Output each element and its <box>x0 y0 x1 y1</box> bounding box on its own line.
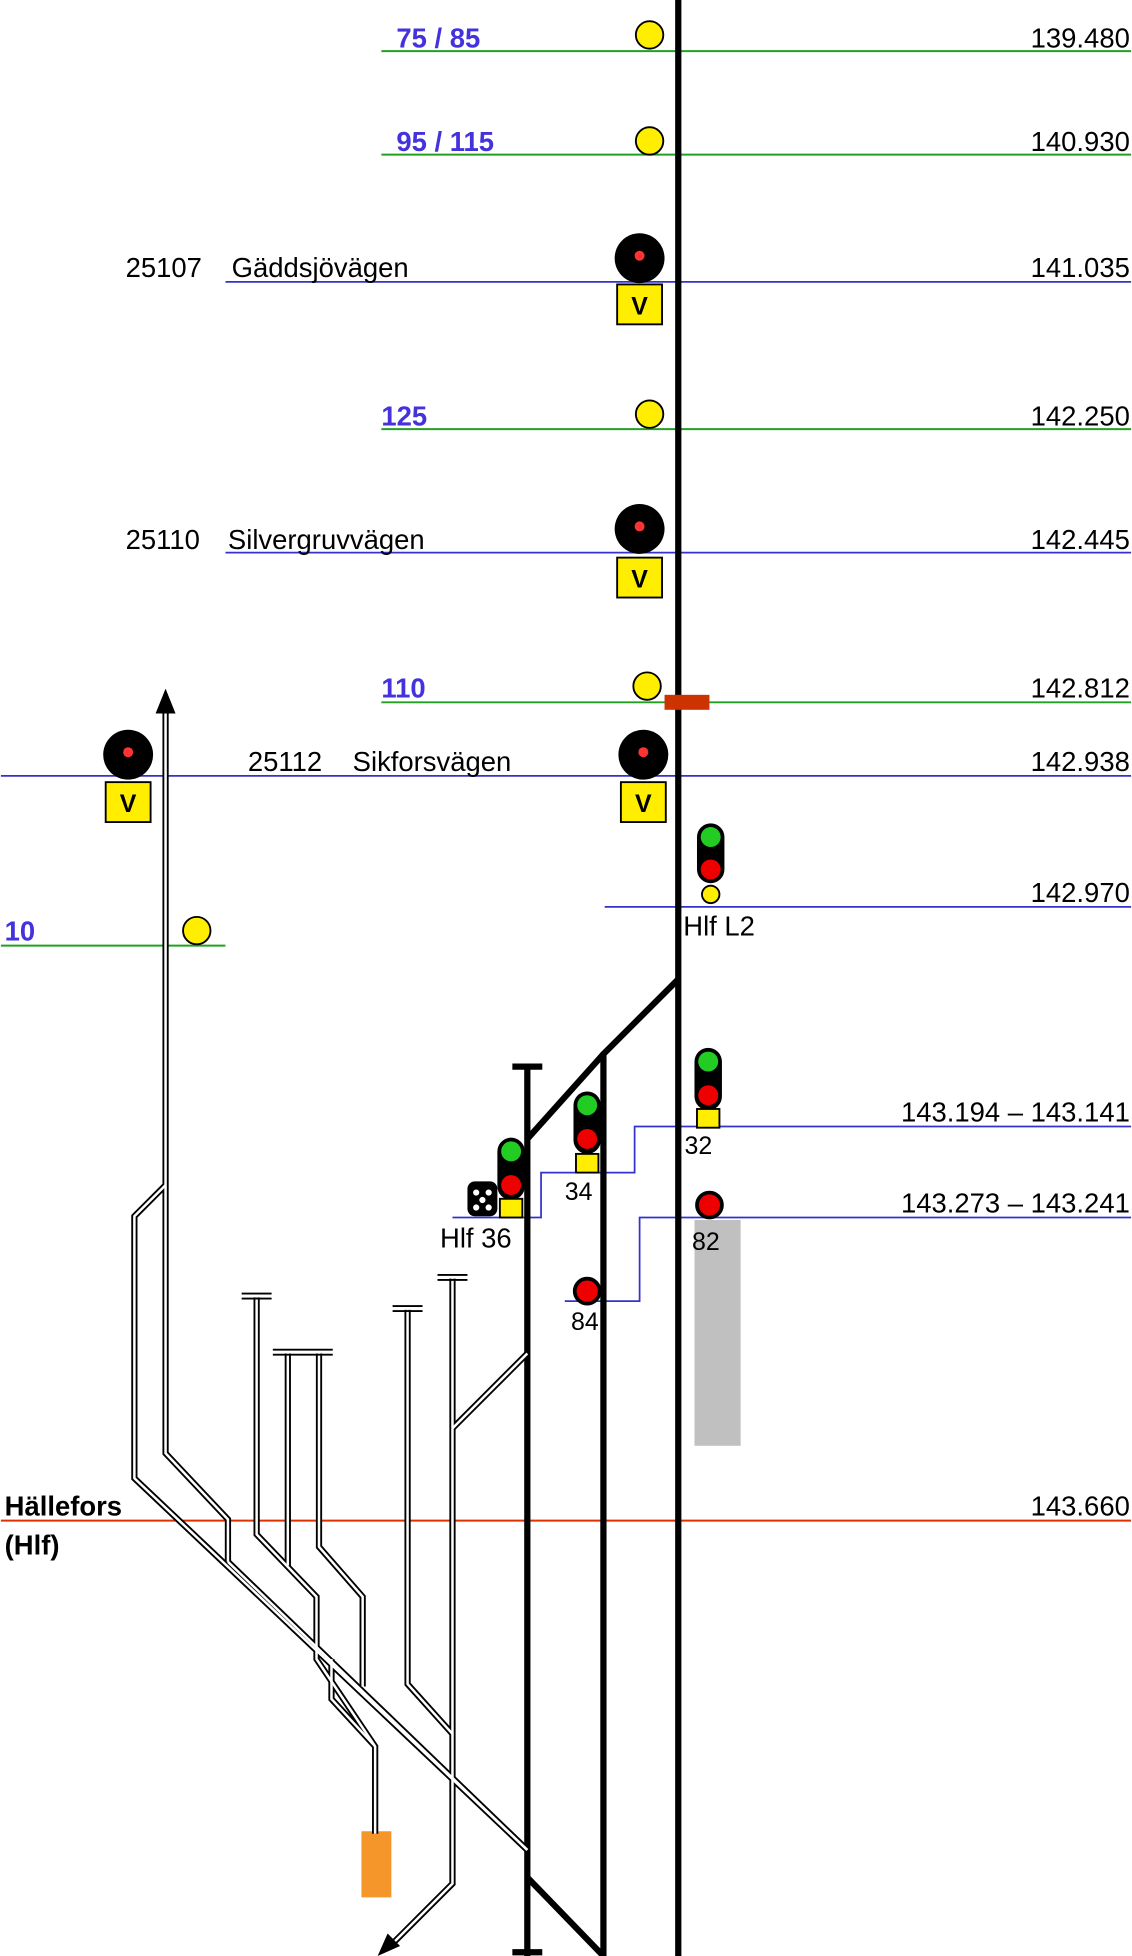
km-label: 142.445 <box>1031 524 1130 555</box>
speed-label: 110 <box>381 672 425 703</box>
crossing-number: 25107 <box>126 252 202 283</box>
speed-label: 125 <box>381 400 427 431</box>
crossing-sign-labels: V V V V <box>120 292 652 818</box>
signal-name: 84 <box>571 1308 599 1336</box>
station-name: Hällefors <box>5 1491 122 1522</box>
signals <box>467 823 725 1306</box>
speed-label: 10 <box>5 916 36 947</box>
speed-boards <box>182 20 665 946</box>
speed-label: 95 / 115 <box>396 126 494 157</box>
crossing-number: 25110 <box>126 524 200 555</box>
signal-name: 82 <box>692 1228 720 1256</box>
crossing-signs <box>103 233 669 824</box>
side-tracks <box>134 688 527 1956</box>
crossing-name: Silvergruvvägen <box>228 524 425 555</box>
km-label: 142.812 <box>1031 672 1130 703</box>
crossing-name: Gäddsjövägen <box>232 252 409 283</box>
signal-name: 34 <box>565 1178 593 1206</box>
km-label: 143.194 – 143.141 <box>901 1096 1130 1127</box>
speed-label: 75 / 85 <box>396 22 480 53</box>
crossing-number: 25112 <box>248 746 322 777</box>
tracks <box>361 0 741 1956</box>
km-label: 143.273 – 143.241 <box>901 1188 1130 1219</box>
km-label: 139.480 <box>1031 22 1130 53</box>
signal-name: Hlf L2 <box>683 911 755 942</box>
km-label: 140.930 <box>1031 126 1130 157</box>
station-code: (Hlf) <box>5 1529 60 1560</box>
sign-v: V <box>120 790 137 818</box>
km-label: 141.035 <box>1031 252 1130 283</box>
sign-v: V <box>635 790 652 818</box>
signal-name: Hlf 36 <box>440 1222 512 1253</box>
signal-name: 32 <box>685 1132 713 1160</box>
km-label: 142.938 <box>1031 746 1130 777</box>
km-label: 143.660 <box>1031 1491 1130 1522</box>
km-label: 142.970 <box>1031 877 1130 908</box>
labels: 75 / 85 139.480 95 / 115 140.930 125 142… <box>5 22 1130 1560</box>
km-label: 142.250 <box>1031 400 1130 431</box>
crossing-name: Sikforsvägen <box>353 746 512 777</box>
sign-v: V <box>631 292 648 320</box>
sign-v: V <box>631 566 648 594</box>
